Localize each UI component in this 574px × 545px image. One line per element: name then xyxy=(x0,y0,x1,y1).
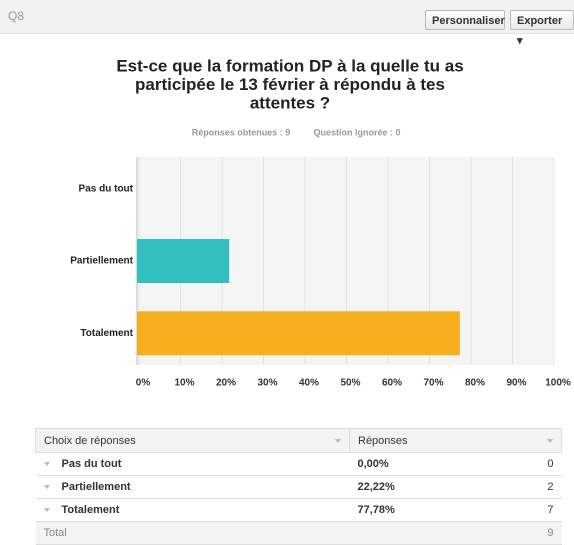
row-label: Partiellement xyxy=(61,481,131,493)
bar xyxy=(137,239,230,283)
row-toggle[interactable] xyxy=(43,508,50,513)
row-percent: 0,00% xyxy=(349,452,526,476)
row-label: Totalement xyxy=(61,504,120,516)
column-label: Choix de réponses xyxy=(44,434,136,447)
question-number: Q8 xyxy=(8,9,25,23)
x-tick-label: 20% xyxy=(216,378,236,389)
y-tick-label: Pas du tout xyxy=(79,183,134,194)
x-tick-label: 70% xyxy=(423,378,443,389)
sort-icon[interactable] xyxy=(335,438,341,443)
row-toggle[interactable] xyxy=(43,485,50,490)
row-percent: 22,22% xyxy=(349,475,526,499)
bar xyxy=(137,311,460,356)
y-tick-label: Partiellement xyxy=(70,256,133,267)
export-label: Exporter xyxy=(517,15,563,27)
x-tick-label: 60% xyxy=(382,378,402,389)
row-count: 2 xyxy=(525,475,562,499)
row-percent: 77,78% xyxy=(349,498,526,522)
chart-title: participée le 13 février à répondu à tes xyxy=(135,75,445,94)
total-count: 9 xyxy=(525,521,562,545)
column-label: Réponses xyxy=(358,434,408,447)
x-tick-label: 50% xyxy=(340,378,360,389)
x-tick-label: 40% xyxy=(299,378,319,389)
row-count: 0 xyxy=(525,452,562,476)
question-bar: Q8 Personnaliser Exporter ▾ xyxy=(0,0,574,47)
y-tick-label: Totalement xyxy=(80,328,133,339)
sort-icon[interactable] xyxy=(547,438,553,443)
x-tick-label: 0% xyxy=(136,378,151,389)
customize-button[interactable]: Personnaliser xyxy=(425,10,505,30)
row-toggle[interactable] xyxy=(43,462,50,467)
row-label: Pas du tout xyxy=(61,458,122,470)
chart-title: Est-ce que la formation DP à la quelle t… xyxy=(116,56,463,75)
subtitle: Réponses obtenues : 9 xyxy=(192,127,291,137)
chart-title: attentes ? xyxy=(250,93,330,112)
export-button[interactable]: Exporter ▾ xyxy=(510,10,574,47)
x-tick-label: 90% xyxy=(506,378,526,389)
row-count: 7 xyxy=(525,498,562,522)
x-tick-label: 80% xyxy=(465,378,485,389)
chart: Est-ce que la formation DP à la quelle t… xyxy=(70,56,571,389)
x-tick-label: 10% xyxy=(174,378,194,389)
subtitle: Question ignorée : 0 xyxy=(313,127,400,137)
x-tick-label: 100% xyxy=(545,378,571,389)
column-header: Choix de réponses xyxy=(35,428,350,453)
x-tick-label: 30% xyxy=(257,378,277,389)
results-table: Choix de réponses Réponses Pas du tout 0,… xyxy=(35,428,562,545)
column-header: Réponses xyxy=(349,428,562,453)
total-label: Total xyxy=(35,521,526,545)
